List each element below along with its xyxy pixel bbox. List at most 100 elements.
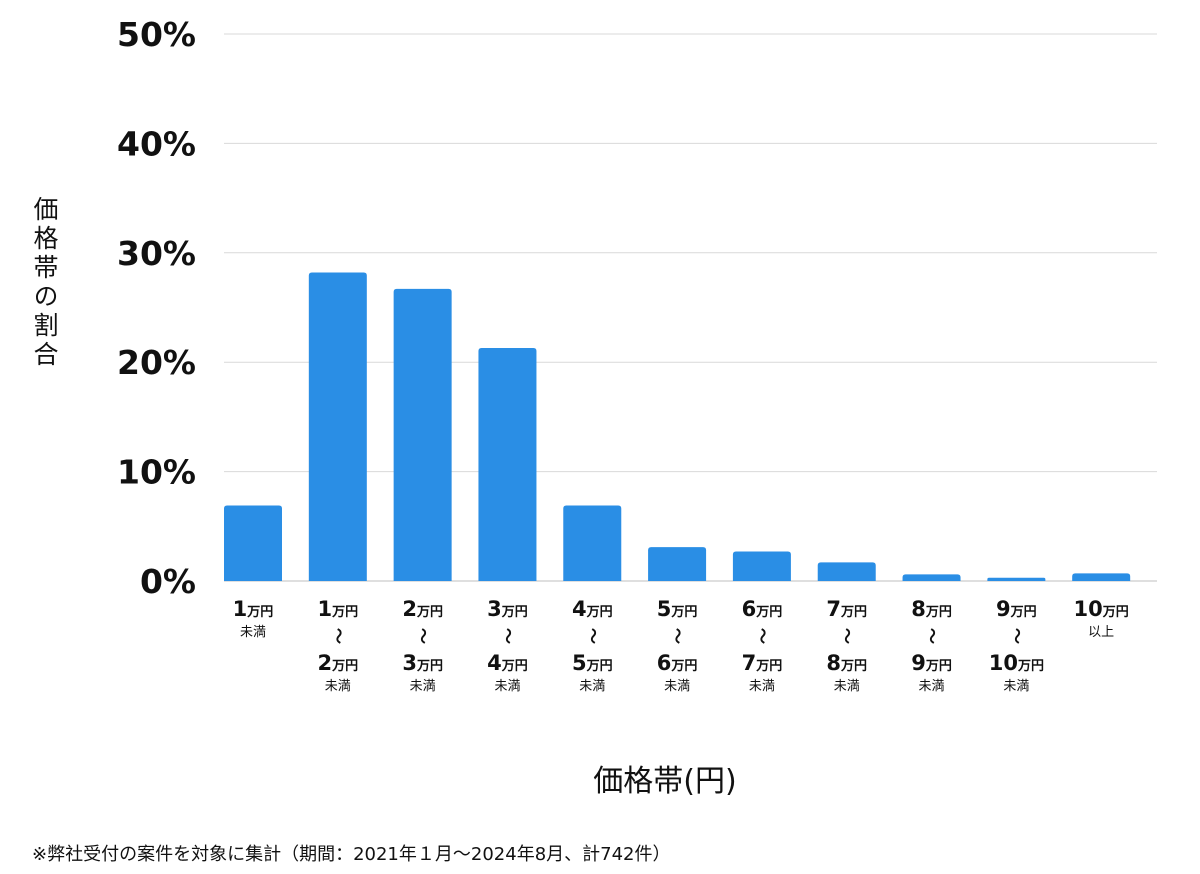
- x-tick-unit: 万円: [331, 605, 358, 620]
- x-tick-number: 2: [402, 597, 417, 621]
- x-tick-note: 未満: [834, 679, 860, 694]
- x-tick-range-tilde: 〜: [753, 628, 772, 644]
- x-tick-number: 7: [826, 597, 841, 621]
- x-tick-amount: 1万円: [317, 597, 358, 621]
- x-tick-number: 8: [826, 651, 841, 675]
- bar: [224, 505, 282, 581]
- x-tick-unit: 万円: [501, 605, 528, 620]
- y-tick-label: 50%: [117, 15, 196, 54]
- x-tick-unit: 万円: [925, 659, 952, 674]
- x-tick-amount: 4万円: [487, 651, 528, 675]
- x-tick-number: 3: [402, 651, 417, 675]
- bar: [563, 505, 622, 581]
- bar: [987, 577, 1046, 581]
- x-tick-note: 未満: [325, 679, 351, 694]
- x-tick-unit: 万円: [670, 605, 697, 620]
- x-tick-number: 1: [317, 597, 332, 621]
- x-tick-number: 4: [572, 597, 587, 621]
- x-tick-amount: 6万円: [742, 597, 783, 621]
- x-tick-range-tilde: 〜: [498, 628, 517, 644]
- x-tick-range-tilde: 〜: [329, 628, 348, 644]
- x-tick-note: 未満: [664, 679, 690, 694]
- bar: [393, 288, 452, 581]
- x-tick-unit: 万円: [755, 659, 782, 674]
- x-tick-unit: 万円: [501, 659, 528, 674]
- x-tick-number: 8: [911, 597, 926, 621]
- x-tick-unit: 万円: [416, 659, 443, 674]
- x-tick-note: 未満: [579, 679, 605, 694]
- bar: [732, 551, 791, 581]
- y-tick-label: 10%: [117, 453, 196, 492]
- x-tick-amount: 9万円: [996, 597, 1037, 621]
- x-tick-unit: 万円: [1017, 659, 1044, 674]
- bar: [817, 562, 876, 581]
- x-tick-range-tilde: 〜: [1007, 628, 1026, 644]
- x-tick-amount: 9万円: [911, 651, 952, 675]
- x-tick-amount: 10万円: [989, 651, 1044, 675]
- x-tick-number: 3: [487, 597, 502, 621]
- bar: [308, 272, 367, 581]
- x-tick-amount: 7万円: [826, 597, 867, 621]
- x-tick-note: 未満: [919, 679, 945, 694]
- footnote: ※弊社受付の案件を対象に集計（期間：2021年１月〜2024年8月、計742件）: [32, 844, 671, 865]
- x-tick-note: 未満: [494, 679, 520, 694]
- y-tick-label: 0%: [140, 562, 196, 601]
- x-tick-unit: 万円: [246, 605, 273, 620]
- x-tick-amount: 3万円: [487, 597, 528, 621]
- x-tick-number: 7: [742, 651, 757, 675]
- x-tick-number: 6: [657, 651, 672, 675]
- x-tick-number: 10: [989, 651, 1018, 675]
- x-tick-unit: 万円: [840, 605, 867, 620]
- x-tick-range-tilde: 〜: [668, 628, 687, 644]
- x-tick-unit: 万円: [670, 659, 697, 674]
- x-tick-amount: 3万円: [402, 651, 443, 675]
- x-tick-note: 以上: [1088, 625, 1114, 640]
- y-tick-label: 30%: [117, 234, 196, 273]
- x-tick-note: 未満: [749, 679, 775, 694]
- bar: [1072, 573, 1131, 581]
- x-tick-number: 5: [572, 651, 587, 675]
- bar: [478, 347, 537, 581]
- x-tick-range-tilde: 〜: [923, 628, 942, 644]
- x-tick-unit: 万円: [840, 659, 867, 674]
- x-tick-unit: 万円: [1010, 605, 1037, 620]
- x-tick-range-tilde: 〜: [414, 628, 433, 644]
- x-tick-number: 6: [742, 597, 757, 621]
- x-tick-amount: 8万円: [826, 651, 867, 675]
- y-tick-labels: 0% 10% 20% 30% 40% 50%: [117, 15, 196, 601]
- x-tick-amount: 2万円: [317, 651, 358, 675]
- x-tick-unit: 万円: [925, 605, 952, 620]
- y-tick-label: 40%: [117, 124, 196, 163]
- x-tick-amount: 5万円: [572, 651, 613, 675]
- x-tick-unit: 万円: [1102, 605, 1129, 620]
- x-tick-amount: 7万円: [742, 651, 783, 675]
- x-tick-unit: 万円: [586, 659, 613, 674]
- x-tick-number: 9: [996, 597, 1011, 621]
- x-tick-amount: 1万円: [233, 597, 274, 621]
- x-tick-number: 2: [317, 651, 332, 675]
- x-tick-number: 10: [1074, 597, 1103, 621]
- x-tick-amount: 10万円: [1074, 597, 1129, 621]
- x-tick-number: 9: [911, 651, 926, 675]
- x-tick-labels: 1万円未満1万円〜2万円未満2万円〜3万円未満3万円〜4万円未満4万円〜5万円未…: [233, 597, 1129, 694]
- x-axis-label: 価格帯(円): [593, 764, 737, 799]
- bar: [648, 547, 707, 581]
- x-tick-note: 未満: [240, 625, 266, 640]
- x-tick-amount: 8万円: [911, 597, 952, 621]
- x-tick-note: 未満: [410, 679, 436, 694]
- x-tick-amount: 5万円: [657, 597, 698, 621]
- x-tick-number: 4: [487, 651, 502, 675]
- y-tick-label: 20%: [117, 343, 196, 382]
